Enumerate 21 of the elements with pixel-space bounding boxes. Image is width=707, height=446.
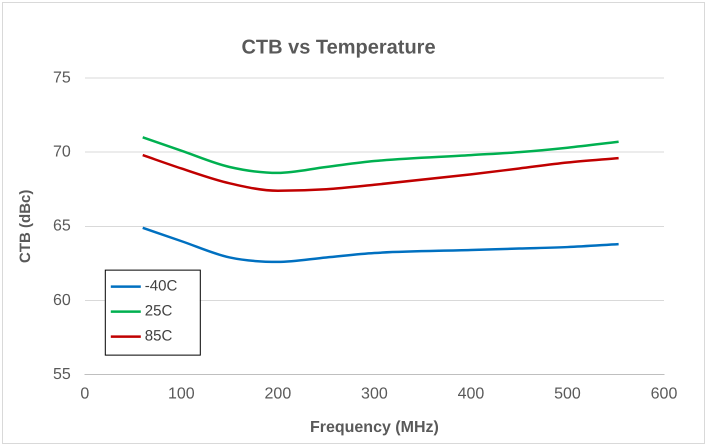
line-series: [141, 154, 620, 192]
x-axis-title: Frequency (MHz): [310, 418, 439, 436]
x-tick-label: 400: [458, 386, 484, 403]
x-tick-label: 600: [650, 386, 678, 403]
y-tick-label: 65: [53, 218, 71, 235]
x-tick-label: 300: [361, 386, 388, 403]
y-tick-label: 55: [53, 366, 71, 384]
chart-title: CTB vs Temperature: [241, 36, 436, 59]
x-tick-label: 500: [554, 386, 581, 403]
line-series: [141, 226, 620, 264]
y-tick-label: 70: [53, 144, 71, 161]
y-axis-title: CTB (dBc): [17, 190, 34, 263]
x-tick-label: 200: [264, 386, 292, 403]
legend-label: 85C: [144, 328, 172, 345]
y-tick-label: 60: [53, 292, 71, 309]
line-series: [141, 136, 620, 174]
legend-label: -40C: [144, 278, 178, 295]
x-tick-label: 0: [80, 386, 90, 403]
legend-label: 25C: [144, 302, 172, 320]
y-tick-label: 75: [53, 69, 71, 86]
x-tick-label: 100: [168, 386, 195, 403]
